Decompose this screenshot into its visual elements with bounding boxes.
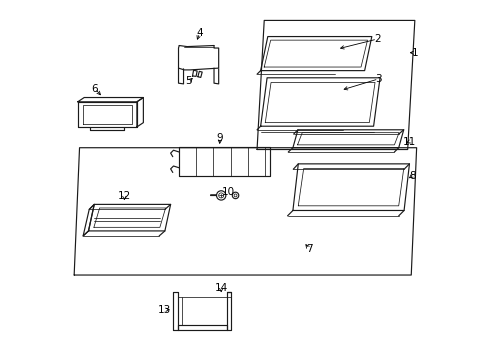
Text: 14: 14 [214, 283, 227, 293]
Text: 1: 1 [411, 48, 417, 58]
Text: 2: 2 [373, 34, 380, 44]
Text: 7: 7 [305, 244, 312, 254]
Text: 5: 5 [185, 76, 192, 86]
Text: 3: 3 [375, 74, 381, 84]
Text: 12: 12 [118, 191, 131, 201]
Text: 10: 10 [222, 187, 234, 197]
Text: 4: 4 [196, 28, 203, 38]
Text: 13: 13 [158, 305, 171, 315]
Text: 6: 6 [91, 84, 98, 94]
Text: 11: 11 [402, 137, 415, 147]
Text: 9: 9 [216, 133, 223, 143]
Text: 8: 8 [408, 171, 415, 181]
